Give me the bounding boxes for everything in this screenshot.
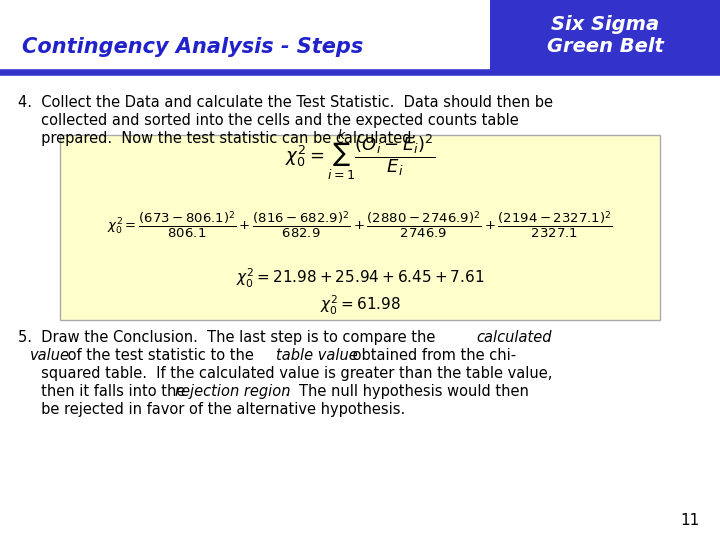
- Text: $\chi^2_0 = 61.98$: $\chi^2_0 = 61.98$: [320, 293, 400, 316]
- Text: $\chi^2_0 = 21.98 + 25.94 + 6.45 + 7.61$: $\chi^2_0 = 21.98 + 25.94 + 6.45 + 7.61$: [236, 266, 484, 289]
- Text: $\chi^2_0 = \sum_{i=1}^{k} \dfrac{(O_i - E_i)^2}{E_i}$: $\chi^2_0 = \sum_{i=1}^{k} \dfrac{(O_i -…: [285, 127, 435, 183]
- Text: prepared.  Now the test statistic can be calculated:: prepared. Now the test statistic can be …: [18, 131, 416, 146]
- Text: value: value: [30, 348, 70, 363]
- FancyBboxPatch shape: [60, 135, 660, 320]
- FancyBboxPatch shape: [490, 0, 720, 72]
- Text: Contingency Analysis - Steps: Contingency Analysis - Steps: [22, 37, 364, 57]
- Text: calculated: calculated: [476, 330, 552, 345]
- Text: 4.  Collect the Data and calculate the Test Statistic.  Data should then be: 4. Collect the Data and calculate the Te…: [18, 95, 553, 110]
- Text: then it falls into the: then it falls into the: [18, 384, 190, 399]
- Text: squared table.  If the calculated value is greater than the table value,: squared table. If the calculated value i…: [18, 366, 552, 381]
- Text: be rejected in favor of the alternative hypothesis.: be rejected in favor of the alternative …: [18, 402, 405, 417]
- Text: .  The null hypothesis would then: . The null hypothesis would then: [285, 384, 529, 399]
- Text: table value: table value: [276, 348, 358, 363]
- Text: Six Sigma
Green Belt: Six Sigma Green Belt: [546, 16, 663, 57]
- Text: 11: 11: [680, 513, 700, 528]
- Text: 5.  Draw the Conclusion.  The last step is to compare the: 5. Draw the Conclusion. The last step is…: [18, 330, 440, 345]
- Text: obtained from the chi-: obtained from the chi-: [348, 348, 516, 363]
- Text: rejection region: rejection region: [175, 384, 290, 399]
- Text: collected and sorted into the cells and the expected counts table: collected and sorted into the cells and …: [18, 113, 518, 128]
- Text: $\chi^2_0 = \dfrac{(673-806.1)^2}{806.1} + \dfrac{(816-682.9)^2}{682.9} + \dfrac: $\chi^2_0 = \dfrac{(673-806.1)^2}{806.1}…: [107, 210, 613, 240]
- Text: of the test statistic to the: of the test statistic to the: [63, 348, 258, 363]
